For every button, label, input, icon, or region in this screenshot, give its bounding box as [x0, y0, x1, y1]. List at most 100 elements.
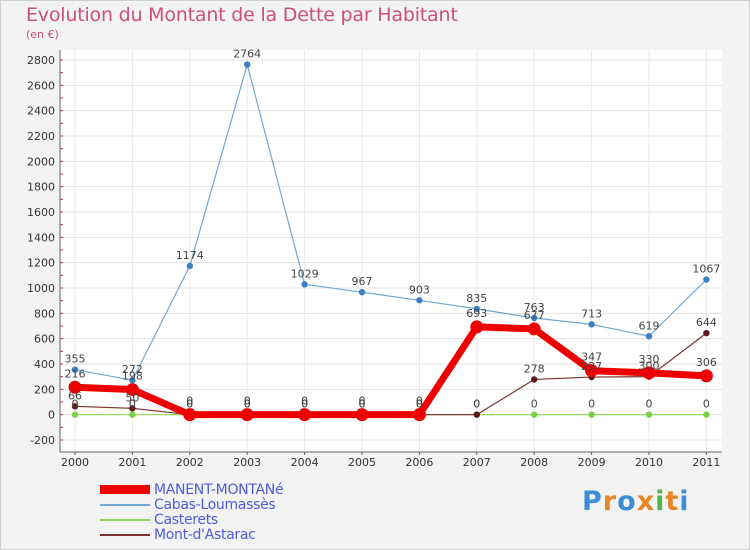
chart-title: Evolution du Montant de la Dette par Hab… — [26, 4, 458, 26]
data-point-cabas-loumasses — [186, 262, 193, 270]
series-line-cabas-loumasses — [74, 63, 708, 381]
y-tick-label: 1000 — [27, 282, 55, 295]
data-label-casterets: 0 — [416, 398, 423, 411]
data-point-manent-montane — [642, 366, 656, 380]
data-label-casterets: 0 — [244, 398, 251, 411]
x-tick-label: 2001 — [118, 456, 146, 469]
data-label-manent-montane: 0 — [416, 395, 423, 408]
logo-letter: r — [602, 486, 618, 517]
legend-item-manent-montane[interactable]: MANENT-MONTANé — [100, 482, 420, 499]
legend-item-cabas-loumasses[interactable]: Cabas-Loumassès — [100, 497, 420, 514]
data-point-casterets — [531, 411, 538, 418]
y-tick-label: 1200 — [27, 257, 55, 270]
data-label-cabas-loumasses: 619 — [639, 319, 660, 332]
data-point-casterets — [588, 411, 595, 418]
data-label-manent-montane: 330 — [639, 353, 660, 366]
x-tick-label: 2011 — [692, 456, 720, 469]
data-label-mont-dastarac: 0 — [416, 398, 423, 411]
x-tick-label: 2006 — [405, 456, 433, 469]
data-label-mont-dastarac: 0 — [186, 398, 193, 411]
logo-letter: t — [665, 486, 680, 517]
data-point-manent-montane — [412, 408, 426, 422]
data-label-manent-montane: 306 — [696, 356, 717, 369]
data-label-casterets: 0 — [129, 398, 136, 411]
series-line-manent-montane — [71, 323, 710, 419]
data-label-casterets: 0 — [301, 398, 308, 411]
data-point-manent-montane — [125, 383, 139, 397]
x-tick-label: 2004 — [291, 456, 319, 469]
y-tick-label: 2600 — [27, 79, 55, 92]
legend-item-mont-dastarac[interactable]: Mont-d'Astarac — [100, 527, 420, 544]
data-label-cabas-loumasses: 713 — [581, 307, 602, 320]
y-tick-label: -200 — [30, 434, 55, 447]
legend-label-manent-montane: MANENT-MONTANé — [154, 482, 284, 498]
data-point-cabas-loumasses — [358, 288, 366, 296]
data-point-cabas-loumasses — [244, 61, 251, 68]
data-point-manent-montane — [355, 408, 369, 422]
y-tick-label: 600 — [34, 333, 55, 346]
data-label-cabas-loumasses: 835 — [466, 292, 487, 305]
data-label-cabas-loumasses: 967 — [352, 275, 373, 288]
legend: MANENT-MONTANé Cabas-Loumassès Casterets… — [100, 482, 420, 544]
data-point-manent-montane — [527, 322, 541, 336]
data-point-casterets — [129, 411, 136, 418]
data-point-casterets — [71, 411, 79, 418]
y-tick-label: 1400 — [27, 231, 55, 244]
logo-letter: o — [617, 486, 637, 517]
data-point-cabas-loumasses — [71, 366, 79, 373]
legend-swatch-mont-dastarac — [100, 534, 150, 536]
proxiti-logo: Proxiti — [582, 486, 690, 517]
data-point-manent-montane — [585, 364, 599, 378]
data-label-mont-dastarac: 278 — [524, 362, 545, 375]
data-point-manent-montane — [183, 408, 197, 422]
legend-item-casterets[interactable]: Casterets — [100, 512, 420, 529]
legend-swatch-manent-montane — [100, 485, 150, 494]
x-tick-label: 2002 — [176, 456, 204, 469]
logo-letter: x — [636, 486, 656, 517]
data-point-casterets — [703, 411, 710, 418]
data-label-cabas-loumasses: 763 — [524, 301, 545, 314]
data-point-mont-dastarac — [71, 403, 79, 410]
x-tick-label: 2008 — [520, 456, 548, 469]
chart-subtitle: (en €) — [26, 28, 59, 41]
data-label-mont-dastarac: 300 — [639, 360, 660, 373]
data-point-mont-dastarac — [129, 405, 136, 412]
data-label-mont-dastarac: 644 — [696, 316, 717, 329]
data-label-casterets: 0 — [646, 398, 653, 411]
data-label-cabas-loumasses: 272 — [122, 363, 143, 376]
logo-letter: P — [582, 486, 603, 517]
data-point-cabas-loumasses — [588, 321, 595, 328]
legend-swatch-cabas-loumasses — [100, 504, 150, 506]
data-point-cabas-loumasses — [531, 314, 538, 322]
data-label-mont-dastarac: 50 — [125, 391, 139, 404]
data-label-mont-dastarac: 0 — [359, 398, 366, 411]
x-tick-label: 2007 — [463, 456, 491, 469]
y-tick-label: 0 — [48, 409, 55, 422]
data-label-casterets: 0 — [473, 398, 480, 411]
data-point-casterets — [645, 411, 653, 418]
y-tick-label: 2400 — [27, 105, 55, 118]
data-point-mont-dastarac — [531, 376, 538, 383]
data-label-casterets: 0 — [186, 398, 193, 411]
y-tick-label: 1800 — [27, 181, 55, 194]
data-label-casterets: 0 — [703, 398, 710, 411]
data-point-manent-montane — [298, 408, 312, 422]
data-point-cabas-loumasses — [416, 297, 423, 304]
x-tick-label: 2003 — [233, 456, 261, 469]
y-tick-label: 2000 — [27, 155, 55, 168]
legend-swatch-casterets — [100, 519, 150, 521]
data-label-manent-montane: 347 — [581, 351, 602, 364]
data-point-cabas-loumasses — [703, 276, 710, 283]
legend-label-mont-dastarac: Mont-d'Astarac — [154, 527, 256, 543]
data-label-manent-montane: 677 — [524, 309, 545, 322]
x-tick-label: 2010 — [635, 456, 663, 469]
data-point-cabas-loumasses — [301, 281, 308, 288]
data-label-cabas-loumasses: 1174 — [176, 249, 204, 262]
data-point-cabas-loumasses — [473, 305, 480, 313]
data-label-mont-dastarac: 0 — [244, 398, 251, 411]
plot-area — [60, 50, 722, 452]
data-label-casterets: 0 — [531, 398, 538, 411]
data-label-casterets: 0 — [72, 398, 79, 411]
data-point-manent-montane — [240, 408, 254, 422]
